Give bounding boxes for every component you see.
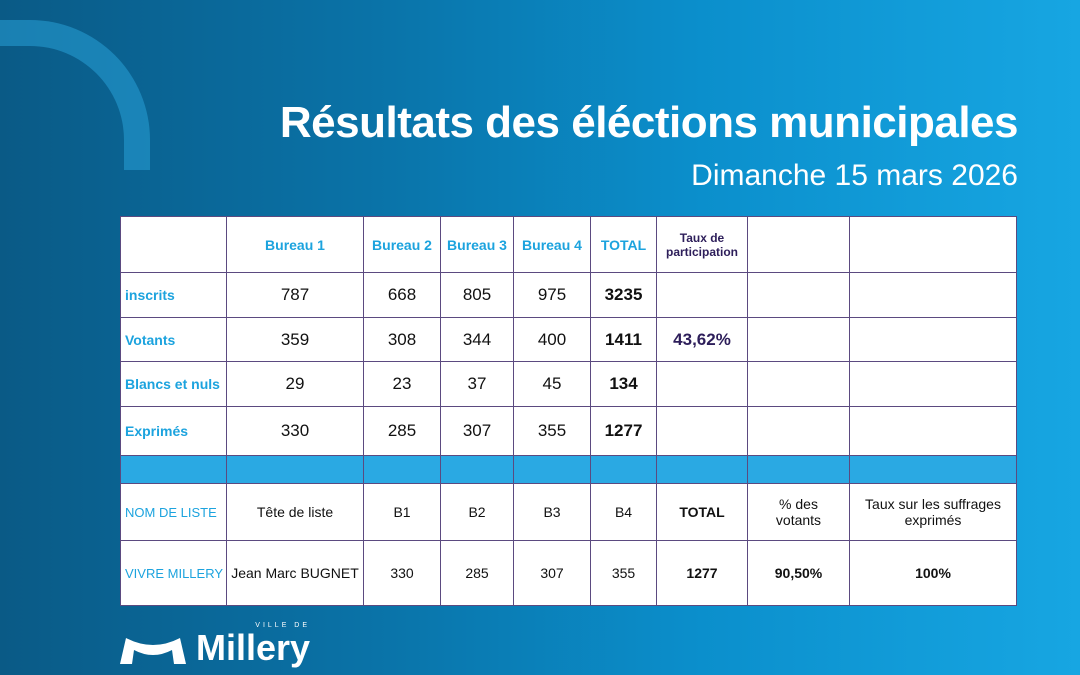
- cell-b4: 355: [590, 540, 657, 606]
- bureau-value: 355: [513, 406, 591, 456]
- cell-pct-votants: 90,50%: [747, 540, 850, 606]
- header-cell: Tête de liste: [226, 483, 364, 541]
- millery-logo: VILLE DE Millery: [118, 622, 310, 666]
- header-cell: Bureau 2: [363, 216, 441, 273]
- empty-cell: [747, 317, 850, 362]
- cell-b2: 285: [440, 540, 514, 606]
- row-label: Blancs et nuls: [120, 361, 227, 407]
- list-header-row: NOM DE LISTE Tête de liste B1 B2 B3 B4 T…: [120, 483, 1017, 541]
- page-subtitle: Dimanche 15 mars 2026: [691, 159, 1018, 192]
- empty-cell: [849, 317, 1017, 362]
- table-row: Blancs et nuls 29 23 37 45 134: [120, 361, 1017, 407]
- total-value: 1411: [590, 317, 657, 362]
- empty-cell: [747, 406, 850, 456]
- bureau-value: 45: [513, 361, 591, 407]
- bureau-value: 330: [226, 406, 364, 456]
- total-value: 1277: [590, 406, 657, 456]
- bureau-value: 29: [226, 361, 364, 407]
- bureau-value: 23: [363, 361, 441, 407]
- bureau-value: 805: [440, 272, 514, 318]
- header-cell: Taux sur les suffrages exprimés: [849, 483, 1017, 541]
- bureau-value: 285: [363, 406, 441, 456]
- header-cell: Bureau 3: [440, 216, 514, 273]
- header-cell: [849, 216, 1017, 273]
- list-row: VIVRE MILLERY Jean Marc BUGNET 330 285 3…: [120, 540, 1017, 606]
- header-row: Bureau 1 Bureau 2 Bureau 3 Bureau 4 TOTA…: [120, 216, 1017, 273]
- row-label: Exprimés: [120, 406, 227, 456]
- participation-rate: [656, 272, 748, 318]
- header-cell: % des votants: [747, 483, 850, 541]
- bureau-value: 37: [440, 361, 514, 407]
- empty-cell: [849, 406, 1017, 456]
- cell-b3: 307: [513, 540, 591, 606]
- bureau-value: 307: [440, 406, 514, 456]
- table-row: Votants 359 308 344 400 1411 43,62%: [120, 317, 1017, 362]
- header-cell: Bureau 1: [226, 216, 364, 273]
- cell-pct-exprimes: 100%: [849, 540, 1017, 606]
- participation-rate: [656, 361, 748, 407]
- empty-cell: [747, 361, 850, 407]
- total-value: 134: [590, 361, 657, 407]
- list-name: VIVRE MILLERY: [120, 540, 227, 606]
- results-table: Bureau 1 Bureau 2 Bureau 3 Bureau 4 TOTA…: [120, 216, 1017, 606]
- logo-text: Millery: [196, 627, 311, 668]
- bureau-value: 308: [363, 317, 441, 362]
- list-head: Jean Marc BUGNET: [226, 540, 364, 606]
- row-label: Votants: [120, 317, 227, 362]
- header-cell: [120, 216, 227, 273]
- bureau-value: 787: [226, 272, 364, 318]
- bureau-value: 344: [440, 317, 514, 362]
- title-block: Résultats des éléctions municipales Dima…: [100, 96, 1019, 196]
- header-cell: B2: [440, 483, 514, 541]
- bureau-value: 668: [363, 272, 441, 318]
- header-cell: NOM DE LISTE: [120, 483, 227, 541]
- header-cell: B4: [590, 483, 657, 541]
- bureau-value: 359: [226, 317, 364, 362]
- header-cell: Bureau 4: [513, 216, 591, 273]
- cell-b1: 330: [363, 540, 441, 606]
- header-cell: Taux de participation: [656, 216, 748, 273]
- header-cell: TOTAL: [590, 216, 657, 273]
- header-cell: [747, 216, 850, 273]
- empty-cell: [849, 361, 1017, 407]
- row-label: inscrits: [120, 272, 227, 318]
- header-cell: B3: [513, 483, 591, 541]
- header-cell: TOTAL: [656, 483, 748, 541]
- separator-row: [120, 455, 1017, 484]
- table-row: Exprimés 330 285 307 355 1277: [120, 406, 1017, 456]
- empty-cell: [849, 272, 1017, 318]
- wave-m-icon: [120, 638, 186, 664]
- participation-rate: [656, 406, 748, 456]
- participation-rate: 43,62%: [656, 317, 748, 362]
- logo-prefix: VILLE DE: [255, 622, 311, 629]
- cell-total: 1277: [656, 540, 748, 606]
- header-cell: B1: [363, 483, 441, 541]
- page-title: Résultats des éléctions municipales: [279, 98, 1019, 147]
- bureau-value: 400: [513, 317, 591, 362]
- table-row: inscrits 787 668 805 975 3235: [120, 272, 1017, 318]
- empty-cell: [747, 272, 850, 318]
- bureau-value: 975: [513, 272, 591, 318]
- total-value: 3235: [590, 272, 657, 318]
